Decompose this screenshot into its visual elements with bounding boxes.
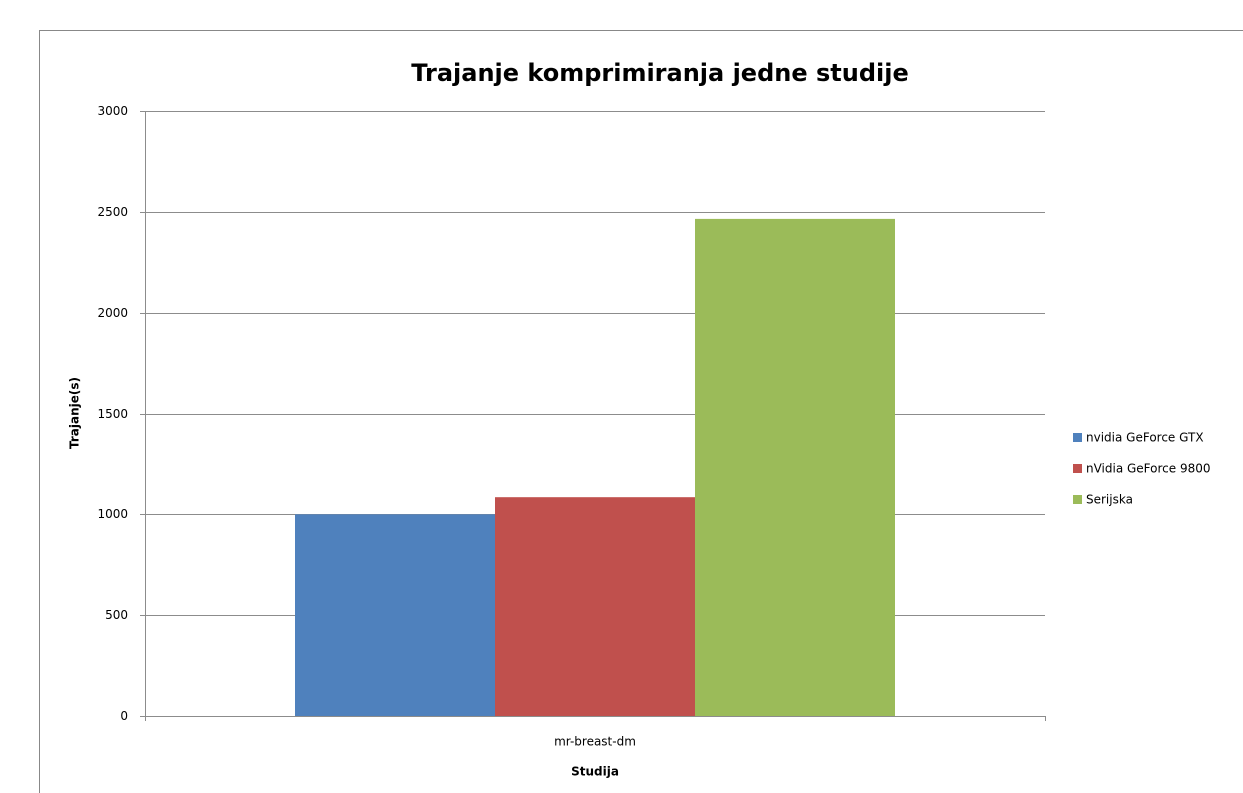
y-tick-label: 500	[105, 608, 128, 622]
legend-label: Serijska	[1086, 493, 1133, 507]
bar	[695, 218, 895, 716]
y-tick-label: 1000	[97, 507, 128, 521]
y-tick-label: 2000	[97, 306, 128, 320]
legend-swatch	[1073, 464, 1082, 473]
y-axis-title: Trajanje(s)	[68, 377, 82, 449]
bar	[495, 497, 695, 716]
bar	[295, 514, 495, 716]
y-tick-label: 1500	[97, 407, 128, 421]
legend-label: nVidia GeForce 9800	[1086, 462, 1211, 476]
y-tick-label: 0	[120, 709, 128, 723]
x-tick-label: mr-breast-dm	[554, 735, 636, 749]
chart-title: Trajanje komprimiranja jedne studije	[411, 59, 908, 87]
legend-label: nvidia GeForce GTX	[1086, 431, 1204, 445]
y-tick-label: 2500	[97, 205, 128, 219]
legend-swatch	[1073, 433, 1082, 442]
y-tick-label: 3000	[97, 104, 128, 118]
legend-swatch	[1073, 495, 1082, 504]
x-axis-title: Studija	[571, 765, 619, 779]
